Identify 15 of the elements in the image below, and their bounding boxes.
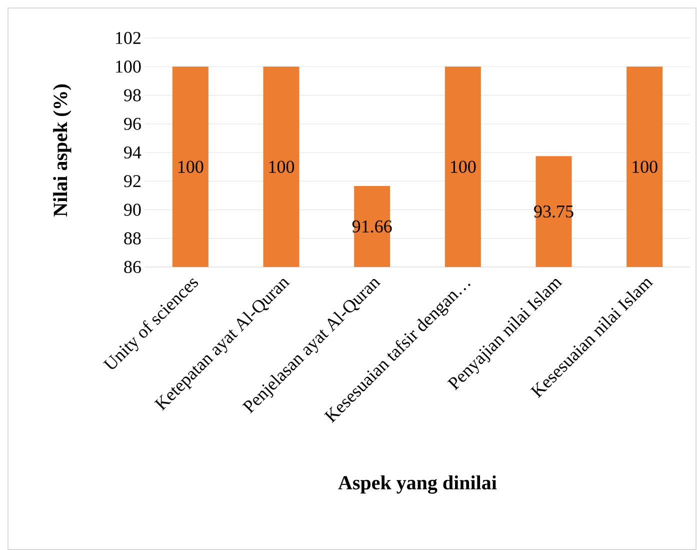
data-label: 100 <box>269 160 294 173</box>
data-label: 100 <box>632 160 658 173</box>
data-label: 100 <box>451 160 476 173</box>
y-tick-label: 90 <box>124 204 141 216</box>
y-tick-label: 94 <box>124 146 142 159</box>
x-axis-title: Aspek yang dinilai <box>338 475 497 494</box>
y-tick-label: 100 <box>116 60 141 73</box>
y-tick-label: 86 <box>124 260 141 274</box>
y-axis-title: Nilai aspek (%) <box>53 84 72 217</box>
y-tick-label: 98 <box>124 89 141 102</box>
y-tick-label: 102 <box>116 32 140 44</box>
y-tick-label: 88 <box>124 232 141 244</box>
y-tick-label: 96 <box>124 118 141 130</box>
data-label: 100 <box>178 160 204 173</box>
y-tick-label: 92 <box>124 175 140 188</box>
